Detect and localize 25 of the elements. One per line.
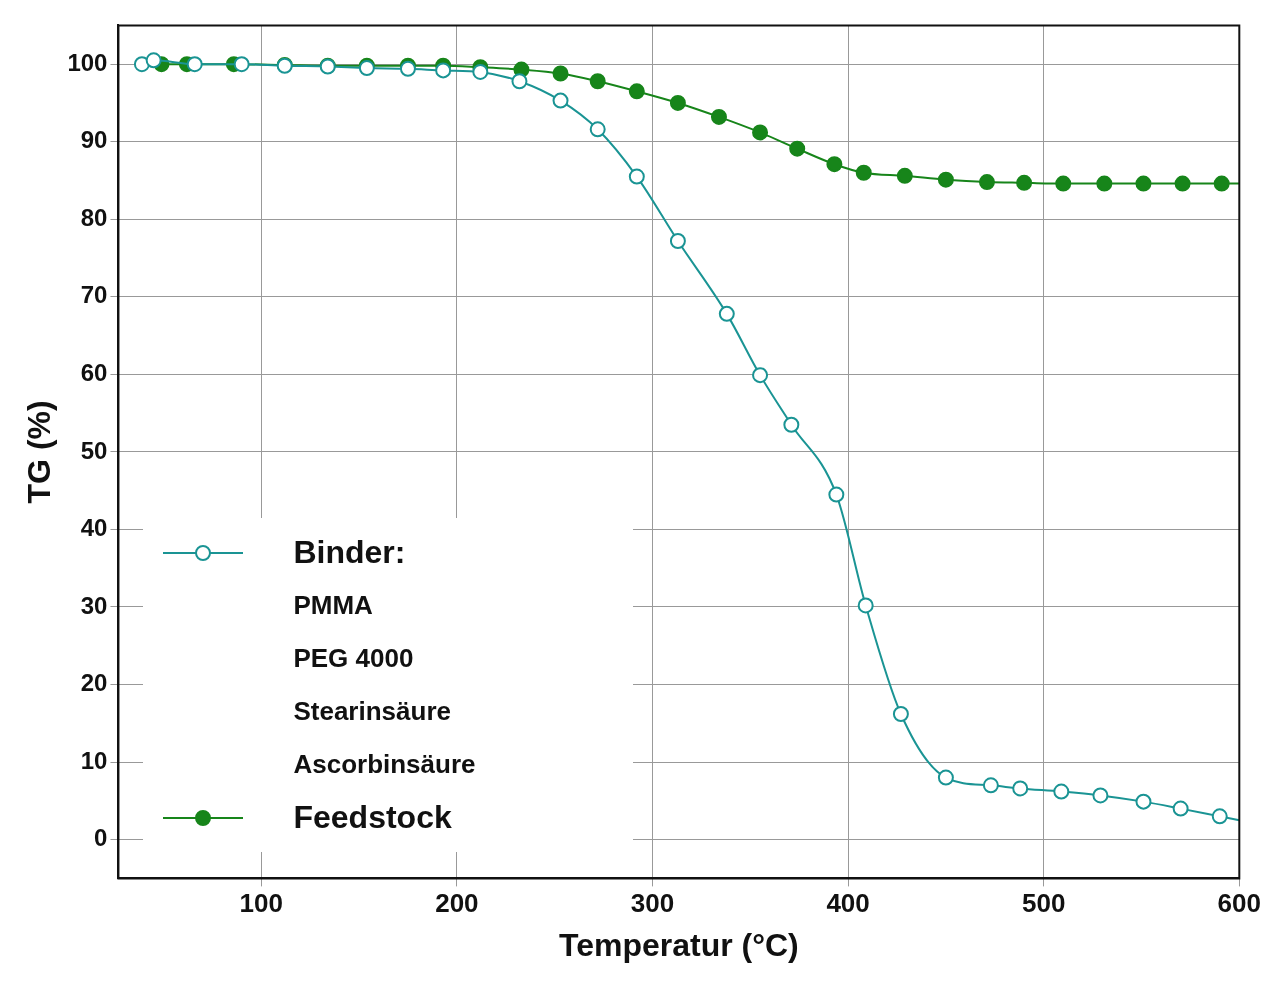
y-tick-label: 70 (80, 281, 108, 309)
y-tick-label: 90 (80, 126, 108, 154)
y-tick-label: 20 (80, 669, 108, 697)
x-tick-label: 300 (630, 888, 675, 919)
y-tick-label: 60 (80, 358, 108, 386)
y-tick-label: 80 (80, 203, 108, 231)
x-tick-label: 100 (239, 888, 283, 919)
y-axis-title: TG (%) (21, 400, 58, 504)
y-tick-label: 0 (94, 824, 108, 852)
y-tick-label: 30 (80, 591, 108, 619)
x-tick-label: 200 (435, 888, 479, 919)
x-tick-label: 500 (1022, 888, 1066, 919)
x-axis-title: Temperatur (°C) (558, 926, 799, 963)
y-tick-label: 50 (80, 436, 108, 464)
annotation: PMMA (292, 589, 374, 623)
annotation: Stearinsäure (292, 695, 452, 729)
annotation: Ascorbinsäure (292, 748, 477, 782)
y-tick-label: 40 (80, 514, 108, 542)
legend-label: Binder: (293, 534, 406, 572)
x-tick-label: 600 (1217, 888, 1262, 919)
y-tick-label: 10 (80, 746, 108, 774)
x-tick-label: 400 (826, 888, 870, 919)
y-tick-label: 100 (67, 48, 108, 76)
legend-label: Feedstock (293, 799, 452, 837)
annotation: PEG 4000 (292, 642, 415, 676)
